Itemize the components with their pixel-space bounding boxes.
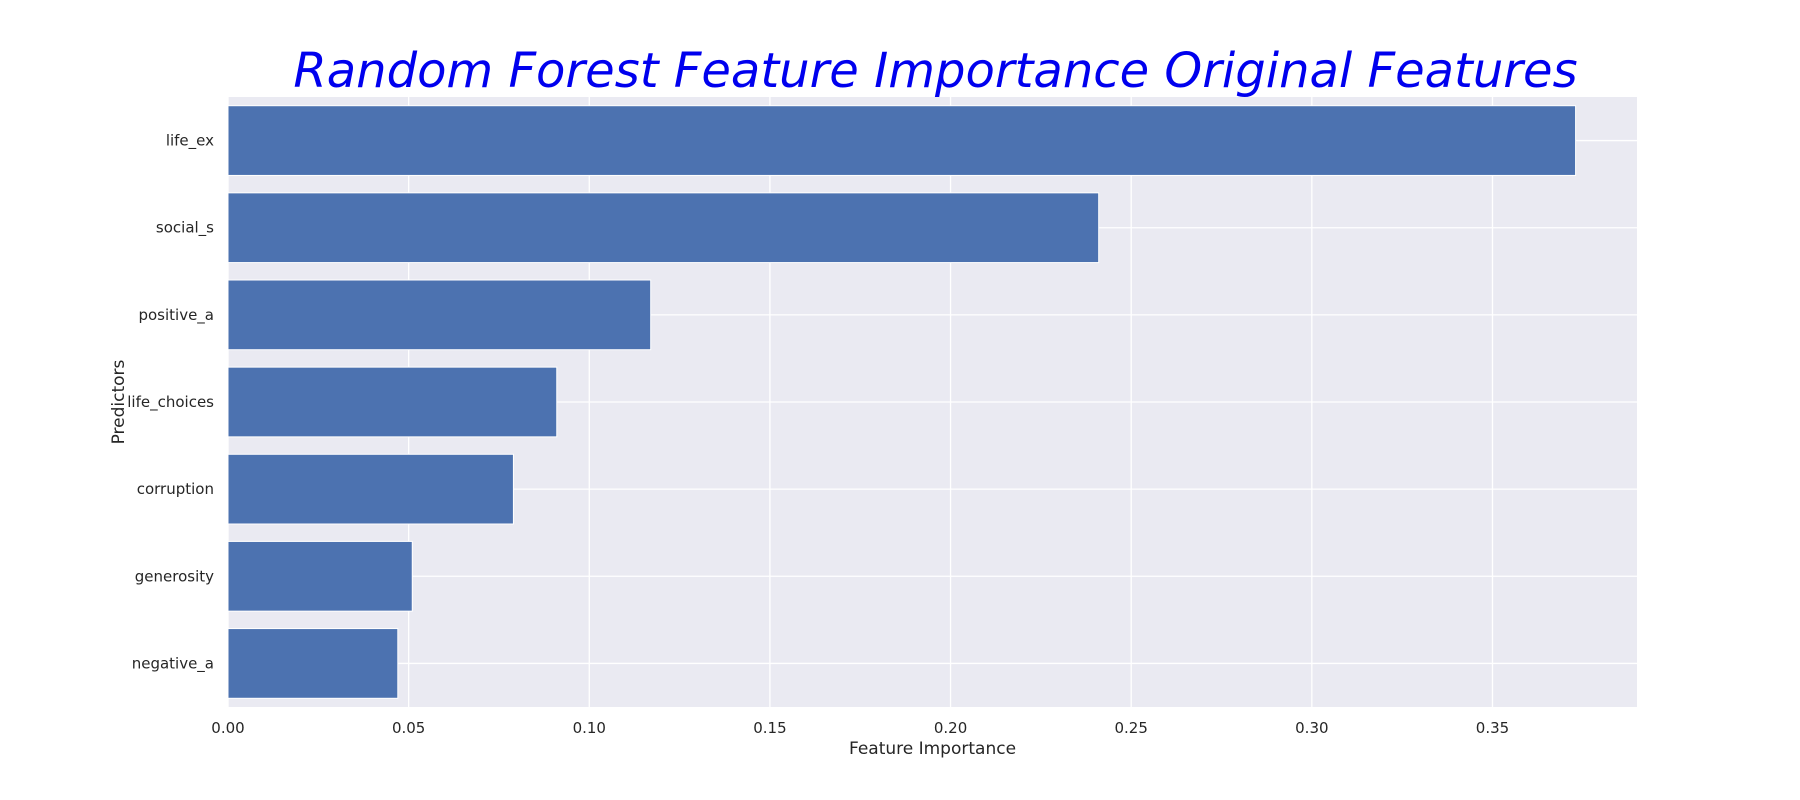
x-axis-label: Feature Importance xyxy=(849,739,1016,759)
bar-social-s xyxy=(227,192,1100,264)
x-tick-labels: 0.00 0.05 0.10 0.15 0.20 0.25 0.30 0.35 xyxy=(211,719,1509,737)
x-tick-label: 0.05 xyxy=(392,719,425,737)
y-tick-label: positive_a xyxy=(138,306,214,325)
x-tick-label: 0.00 xyxy=(211,719,244,737)
chart-title: Random Forest Feature Importance Origina… xyxy=(293,43,1577,99)
x-tick-label: 0.25 xyxy=(1115,719,1148,737)
bar-life-choices xyxy=(227,366,558,438)
x-tick-label: 0.10 xyxy=(573,719,606,737)
bar-life-ex xyxy=(227,105,1577,176)
x-tick-label: 0.30 xyxy=(1295,719,1328,737)
x-tick-label: 0.20 xyxy=(934,719,967,737)
y-tick-label: social_s xyxy=(156,219,214,238)
y-tick-label: life_choices xyxy=(127,393,214,412)
bar-negative-a xyxy=(227,628,399,699)
bar-corruption xyxy=(227,453,514,525)
bars xyxy=(227,105,1577,699)
x-tick-label: 0.15 xyxy=(753,719,786,737)
x-tick-label: 0.35 xyxy=(1476,719,1509,737)
y-tick-label: life_ex xyxy=(166,132,214,151)
bar-generosity xyxy=(227,540,413,612)
y-tick-label: generosity xyxy=(135,567,214,585)
y-tick-label: corruption xyxy=(137,480,214,498)
y-tick-label: negative_a xyxy=(132,654,214,673)
y-tick-labels: life_ex social_s positive_a life_choicescor… xyxy=(127,132,214,674)
y-axis-label: Predictors xyxy=(109,359,129,444)
bar-positive-a xyxy=(227,279,652,351)
